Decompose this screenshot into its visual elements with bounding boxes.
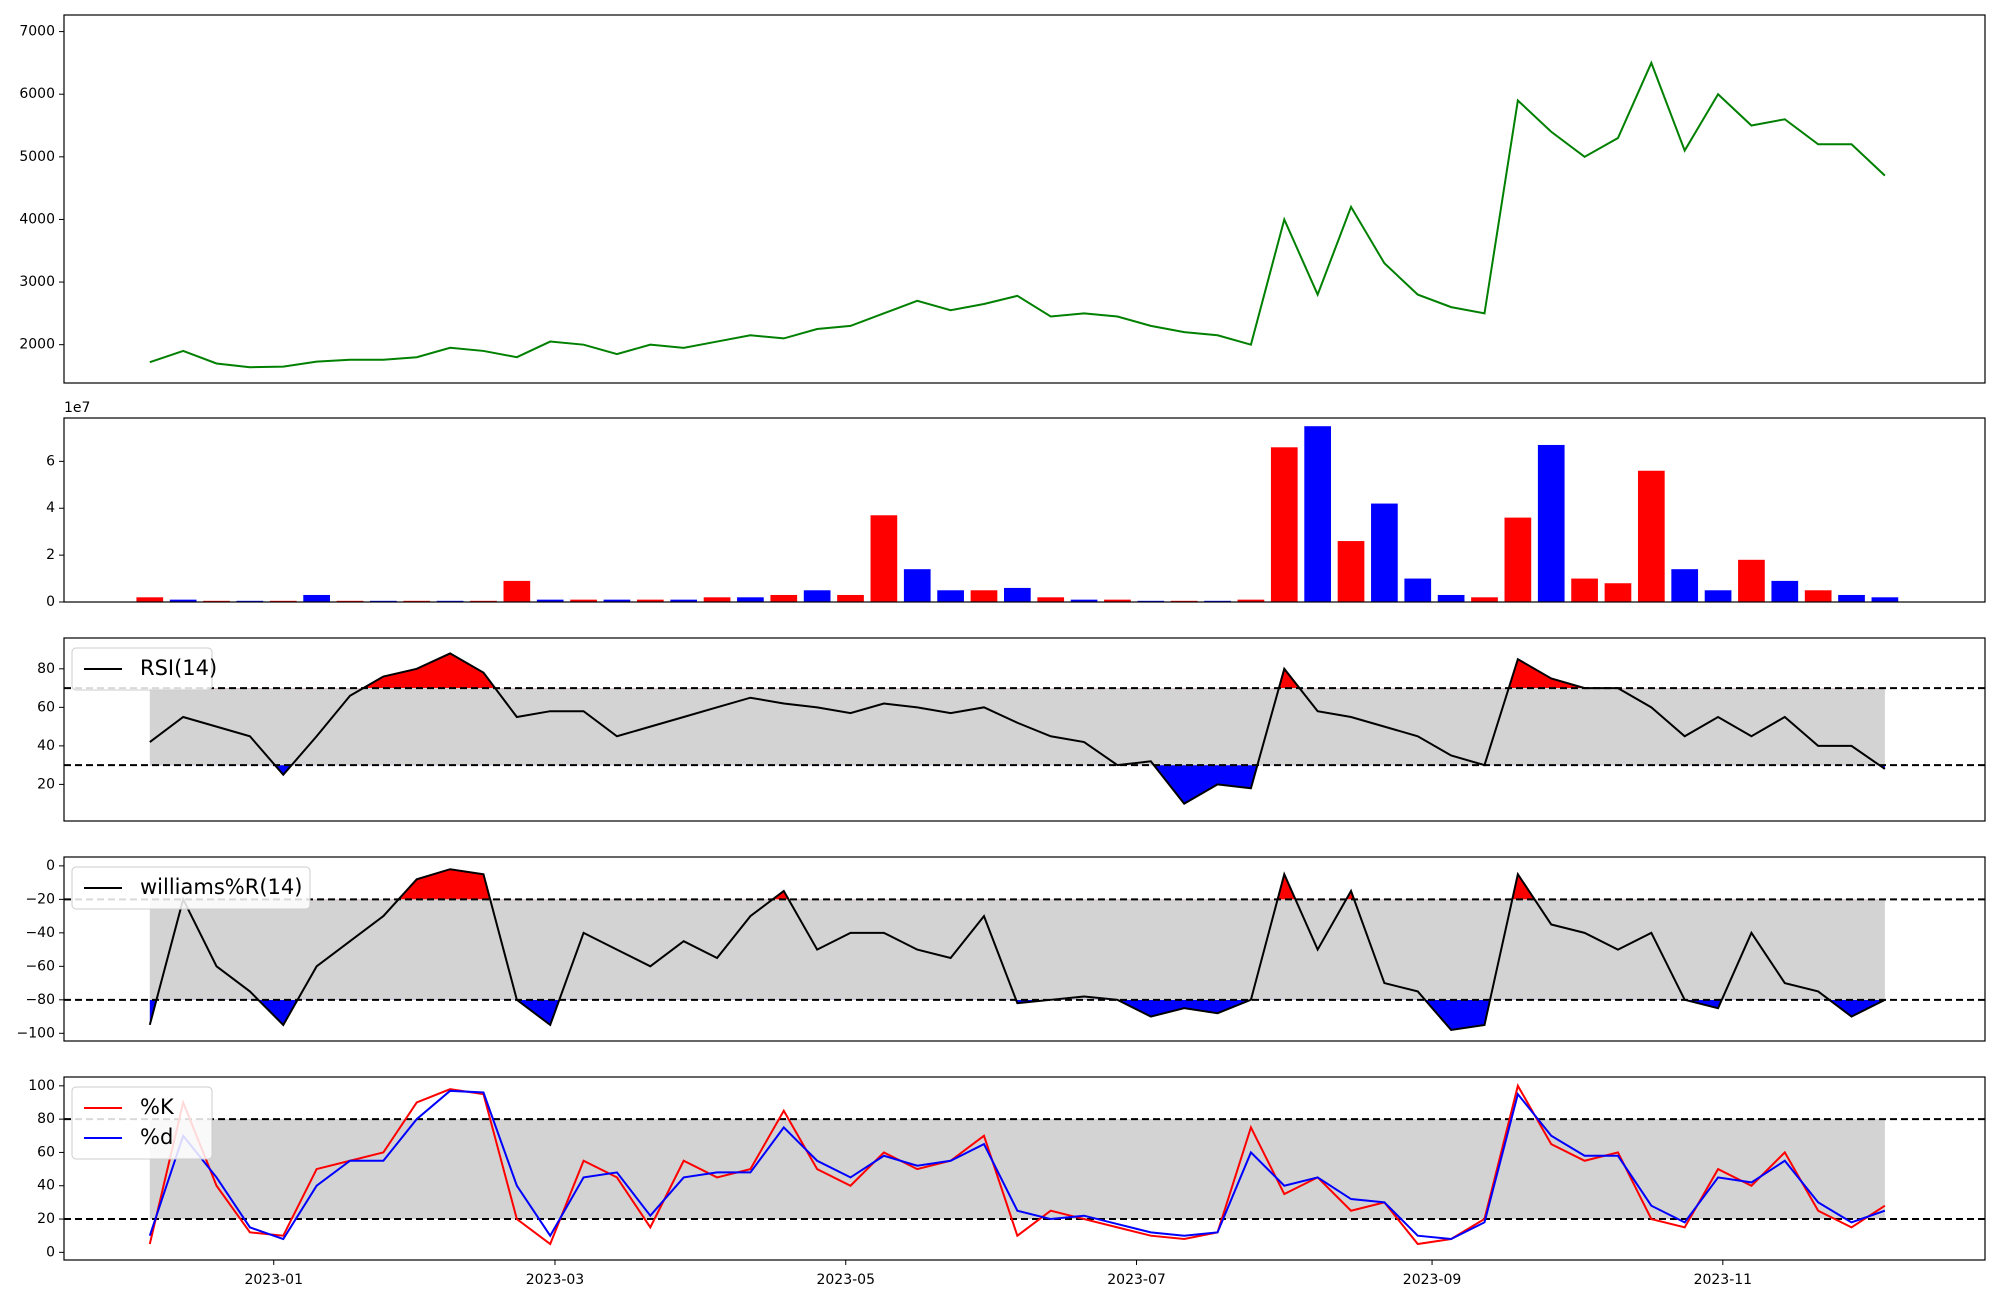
volume-bar: [1437, 594, 1465, 602]
series-line: [148, 1089, 1886, 1241]
y-tick-label: 2: [46, 547, 55, 563]
volume-bar: [803, 590, 831, 602]
volume-bar: [737, 597, 764, 602]
volume-bar: [503, 580, 531, 602]
y-tick-label: 40: [37, 738, 55, 754]
volume-bar: [1738, 559, 1765, 602]
volume-bar: [603, 599, 631, 602]
legend-box: [71, 647, 213, 691]
series-line: [148, 868, 1886, 1032]
volume-bar: [1838, 594, 1865, 602]
series-line: [149, 652, 1886, 805]
volume-bar: [1104, 599, 1131, 602]
volume-bar: [670, 599, 698, 602]
volume-bar: [536, 599, 564, 602]
volume-bar: [1471, 597, 1498, 602]
volume-bar: [570, 599, 597, 602]
volume-bar: [703, 597, 731, 602]
x-tick-label: 2023-07: [1107, 1272, 1166, 1288]
volume-bar: [136, 597, 164, 602]
axes-frame: [63, 417, 1986, 603]
volume-bar: [1537, 444, 1565, 602]
y-tick-label: 0: [46, 594, 55, 610]
x-tick-label: 2023-09: [1403, 1272, 1462, 1288]
volume-bar: [837, 594, 864, 602]
volume-bar: [303, 594, 330, 602]
series-line: [148, 1083, 1886, 1246]
y-tick-label: 60: [37, 699, 55, 715]
volume-bar: [1804, 590, 1832, 602]
volume-bar: [1371, 503, 1398, 602]
y-tick-label: 4: [46, 500, 55, 516]
band: [149, 899, 1885, 1000]
volume-bar: [1871, 597, 1899, 602]
y-tick-label: 0: [46, 858, 55, 874]
legend-label: %K: [140, 1095, 175, 1119]
y-tick-label: 20: [37, 776, 55, 792]
volume-bar: [1304, 426, 1332, 602]
y-tick-label: 40: [37, 1178, 55, 1194]
band: [149, 688, 1885, 766]
y-tick-label: −20: [25, 891, 55, 907]
y-tick-label: 20: [37, 1211, 55, 1227]
y-tick-label: 0: [46, 1244, 55, 1260]
volume-bar: [1237, 599, 1265, 602]
volume-bar: [1070, 599, 1098, 602]
volume-bar: [1704, 590, 1732, 602]
legend-label: williams%R(14): [140, 875, 302, 899]
volume-bar: [1604, 583, 1632, 602]
lower-fill: [149, 999, 1885, 1030]
y-tick-label: 80: [37, 1111, 55, 1127]
y-tick-label: −60: [25, 958, 55, 974]
x-tick-label: 2023-03: [526, 1272, 585, 1288]
x-tick-label: 2023-01: [244, 1272, 303, 1288]
y-tick-label: 5000: [19, 149, 55, 165]
volume-bar: [1571, 578, 1598, 602]
y-tick-label: −80: [25, 992, 55, 1008]
y-tick-label: 3000: [19, 274, 55, 290]
volume-bar: [1671, 569, 1699, 602]
price-line: [149, 60, 1886, 369]
y-tick-label: −100: [17, 1025, 55, 1041]
legend-box: [71, 1086, 213, 1160]
y-tick-label: 6: [46, 453, 55, 469]
volume-bar: [636, 599, 664, 602]
axes-frame: [63, 856, 1986, 1042]
band: [149, 1119, 1885, 1220]
volume-bar: [770, 594, 798, 602]
volume-bar: [1504, 517, 1532, 602]
volume-bar: [1270, 447, 1298, 602]
volume-bar: [1404, 578, 1432, 602]
volume-bar: [1637, 470, 1665, 602]
legend-box: [71, 866, 311, 910]
volume-bar: [1037, 597, 1065, 602]
y-tick-label: −40: [25, 925, 55, 941]
volume-bar: [970, 590, 998, 602]
y-tick-label: 4000: [19, 211, 55, 227]
y-tick-label: 60: [37, 1144, 55, 1160]
x-tick-label: 2023-11: [1694, 1272, 1753, 1288]
legend-label: %d: [140, 1125, 173, 1149]
y-tick-label: 2000: [19, 337, 55, 353]
axis-offset: 1e7: [64, 400, 90, 416]
volume-bar: [870, 515, 898, 602]
y-tick-label: 7000: [19, 24, 55, 40]
axes-frame: [63, 1076, 1986, 1261]
volume-bar: [937, 590, 964, 602]
volume-bar: [1771, 580, 1799, 602]
y-tick-label: 80: [37, 661, 55, 677]
axes-frame: [63, 637, 1986, 822]
axes-frame: [63, 14, 1986, 384]
y-tick-label: 6000: [19, 86, 55, 102]
volume-bar: [169, 599, 197, 602]
volume-bar: [1004, 587, 1031, 602]
x-tick-label: 2023-05: [816, 1272, 875, 1288]
volume-bar: [1337, 541, 1365, 602]
legend-label: RSI(14): [140, 656, 217, 680]
y-tick-label: 100: [28, 1078, 55, 1094]
volume-bar: [903, 569, 931, 602]
